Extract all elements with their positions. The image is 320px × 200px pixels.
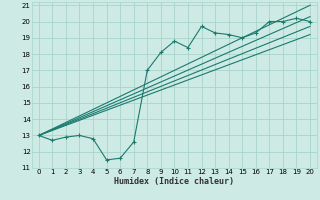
X-axis label: Humidex (Indice chaleur): Humidex (Indice chaleur) — [115, 177, 234, 186]
